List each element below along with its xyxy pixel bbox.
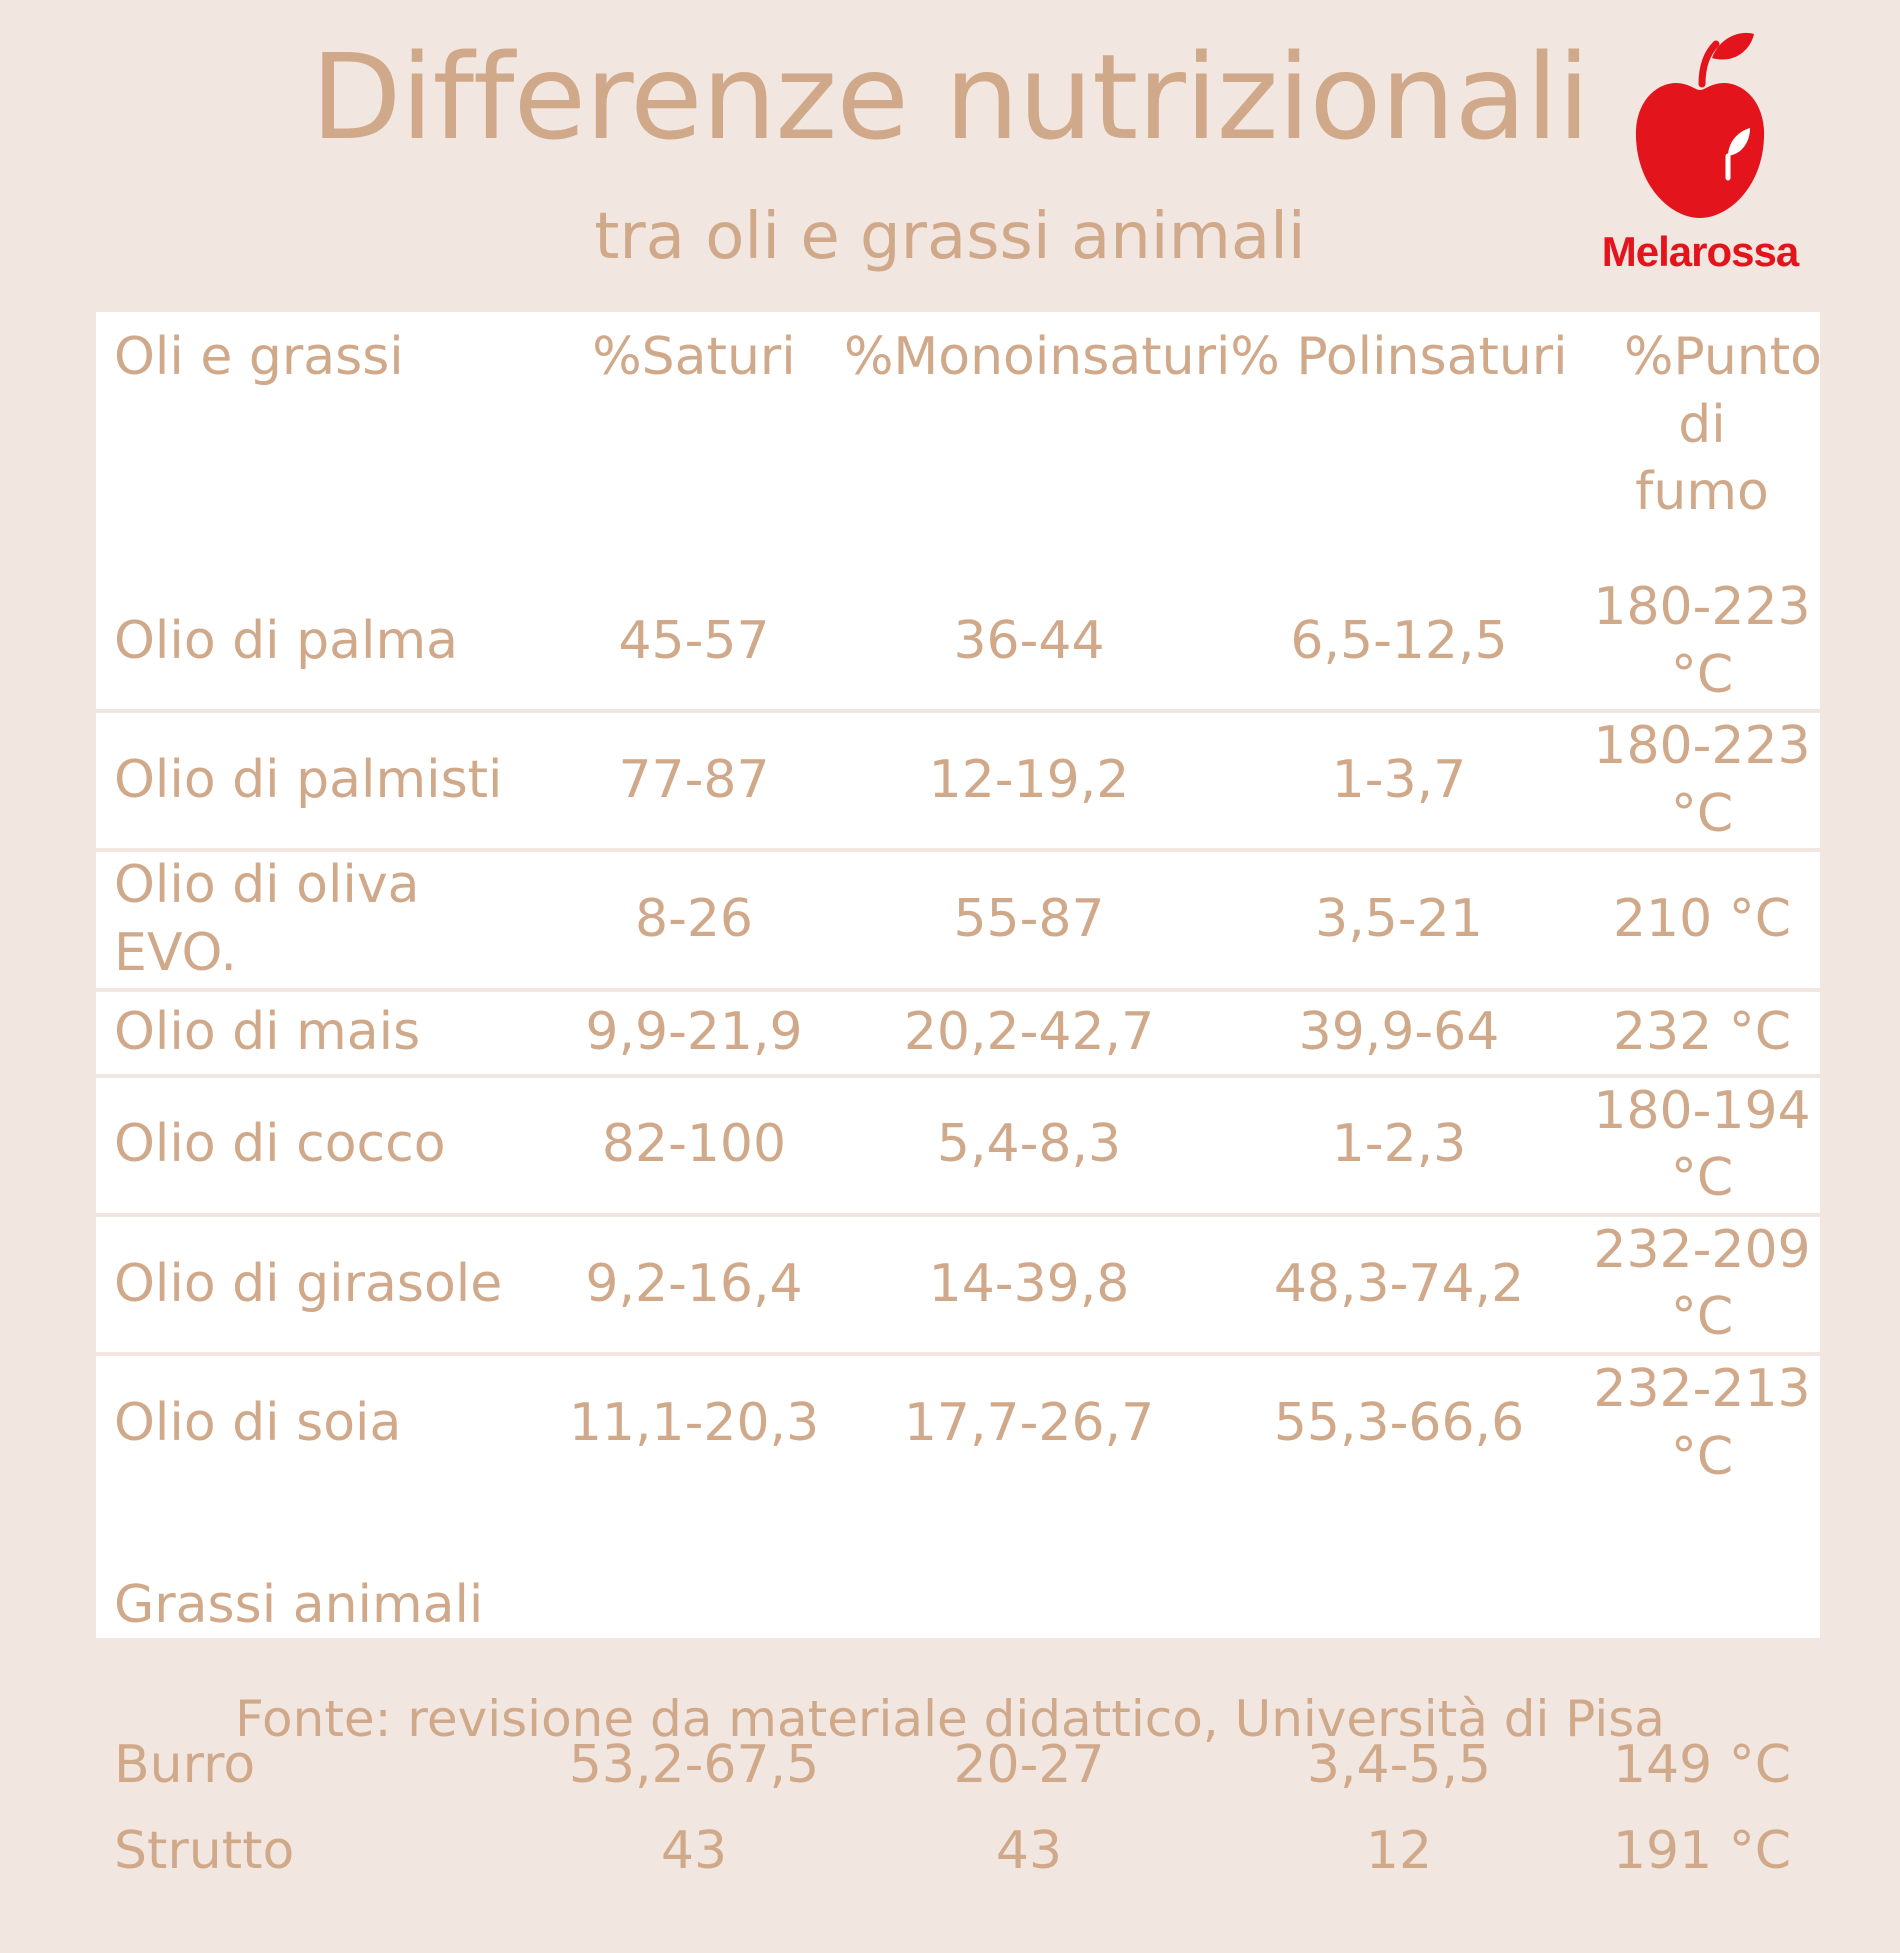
table-cell: 5,4-8,3 xyxy=(844,1075,1214,1217)
table-cell: 149 °C xyxy=(1584,1723,1820,1812)
table-cell: 12 xyxy=(1365,1821,1433,1882)
nutrition-table: Oli e grassi %Saturi %Monoinsaturi% Polins… xyxy=(96,312,1822,1953)
table-row: Olio di palmisti 77-87 12-19,2 1-3,7 180-223… xyxy=(96,711,1820,853)
table-cell: 3,4-5,5 xyxy=(1214,1723,1584,1812)
table-cell: %Punto di fumo xyxy=(1624,327,1822,523)
table-cell: Olio di cocco xyxy=(96,1075,544,1217)
table-row: Burro 53,2-67,5 20-27 3,4-5,5 149 °C xyxy=(96,1723,1820,1812)
table-row: Olio di palma 45-57 36-44 6,5-12,5 180-223 °… xyxy=(96,574,1820,714)
table-cell: % Polinsaturi xyxy=(1230,327,1568,387)
table-cell: 45-57 xyxy=(544,574,844,714)
table-cell: 9,2-16,4 xyxy=(544,1214,844,1356)
nutrition-table-card: Oli e grassi %Saturi %Monoinsaturi% Polins… xyxy=(96,312,1822,1881)
table-row: Olio di cocco 82-100 5,4-8,3 1-2,3 180-194 °… xyxy=(96,1075,1820,1217)
logo-text: Melarossa xyxy=(1601,228,1799,275)
table-cell: Olio di palmisti xyxy=(96,711,544,853)
table-row: Olio di soia 11,1-20,3 17,7-26,7 55,3-66,6 2… xyxy=(96,1354,1820,1491)
table-cell: 1-2,3 xyxy=(1214,1075,1584,1217)
table-row: Olio di oliva EVO. 8-26 55-87 3,5-21 210 °C xyxy=(96,850,1820,992)
table-cell: 9,9-21,9 xyxy=(544,989,844,1078)
table-cell: 180-223 °C xyxy=(1584,711,1820,853)
table-cell: %Monoinsaturi xyxy=(844,327,1231,387)
table-cell: 48,3-74,2 xyxy=(1214,1214,1584,1356)
table-cell: 8-26 xyxy=(544,850,844,992)
table-cell: 14-39,8 xyxy=(844,1214,1214,1356)
table-cell: 20-27 xyxy=(844,1723,1214,1812)
table-cell: 210 °C xyxy=(1584,850,1820,992)
table-cell: 180-194 °C xyxy=(1584,1075,1820,1217)
table-cell: Olio di mais xyxy=(96,989,544,1078)
table-cell: Olio di girasole xyxy=(96,1214,544,1356)
table-padding-cell xyxy=(96,1893,1820,1953)
table-cell: 6,5-12,5 xyxy=(1214,574,1584,714)
table-cell: 82-100 xyxy=(544,1075,844,1217)
table-cell: 20,2-42,7 xyxy=(844,989,1214,1078)
table-padding xyxy=(96,1893,1820,1953)
table-cell: Oli e grassi xyxy=(114,327,404,387)
table-header-row: Oli e grassi %Saturi %Monoinsaturi% Polins… xyxy=(96,312,1822,574)
section-row: Grassi animali xyxy=(96,1491,1820,1726)
table-row: Olio di girasole 9,2-16,4 14-39,8 48,3-74,2… xyxy=(96,1214,1820,1356)
table-cell: 17,7-26,7 xyxy=(903,1392,1155,1453)
table-cell: 55-87 xyxy=(844,850,1214,992)
table-cell: 43 xyxy=(995,1821,1063,1882)
table-cell: %Saturi xyxy=(592,327,796,387)
table-cell: Strutto xyxy=(114,1821,295,1882)
melarossa-logo: Melarossa xyxy=(1600,28,1800,275)
table-cell: Olio di oliva EVO. xyxy=(96,850,544,992)
table-cell: Olio di soia xyxy=(114,1392,402,1453)
red-apple-icon xyxy=(1635,32,1765,218)
table-cell: Burro xyxy=(96,1723,544,1812)
table-cell: 180-223 °C xyxy=(1584,574,1820,714)
table-cell: 3,5-21 xyxy=(1214,850,1584,992)
table-cell: 39,9-64 xyxy=(1214,989,1584,1078)
table-cell: 232-213 °C xyxy=(1593,1358,1811,1487)
table-cell: 11,1-20,3 xyxy=(568,1392,820,1453)
table-cell: 55,3-66,6 xyxy=(1273,1392,1525,1453)
table-cell: Olio di palma xyxy=(96,574,544,714)
table-cell: 232 °C xyxy=(1584,989,1820,1078)
table-cell: 1-3,7 xyxy=(1214,711,1584,853)
table-cell: 232-209 °C xyxy=(1584,1214,1820,1356)
table-cell: 12-19,2 xyxy=(844,711,1214,853)
source-note: Fonte: revisione da materiale didattico,… xyxy=(235,1690,1665,1748)
section-label: Grassi animali xyxy=(96,1491,1820,1726)
table-row: Strutto 43 43 12 191 °C xyxy=(96,1809,1820,1893)
table-cell: 77-87 xyxy=(544,711,844,853)
table-cell: 191 °C xyxy=(1612,1821,1792,1882)
page-title: Differenze nutrizionali xyxy=(310,28,1590,166)
table-cell: 43 xyxy=(660,1821,728,1882)
table-cell: 36-44 xyxy=(844,574,1214,714)
page-subtitle: tra oli e grassi animali xyxy=(594,200,1306,274)
table-row: Olio di mais 9,9-21,9 20,2-42,7 39,9-64 232 … xyxy=(96,989,1820,1078)
table-cell: 53,2-67,5 xyxy=(544,1723,844,1812)
